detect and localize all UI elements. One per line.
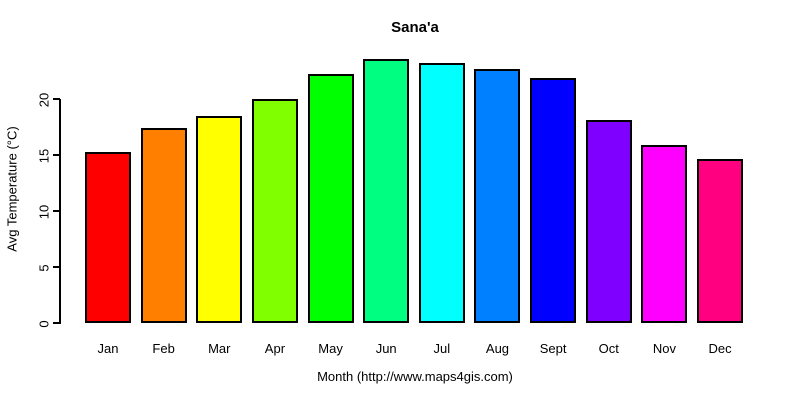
x-tick-label-nov: Nov: [652, 341, 676, 356]
y-tick: [53, 322, 60, 324]
bar-dec: [697, 159, 744, 323]
bar-jun: [363, 58, 410, 323]
y-tick-label-text: 0: [36, 320, 52, 328]
y-axis-title-text: Avg Temperature (°C): [4, 126, 20, 252]
bar-mar: [196, 115, 243, 323]
chart-title: Sana'a: [391, 19, 439, 36]
x-tick-label-oct: Oct: [598, 341, 619, 356]
x-axis-title: Month (http://www.maps4gis.com): [317, 369, 513, 384]
y-tick: [53, 154, 60, 156]
bar-jan: [85, 151, 131, 323]
x-tick-label-jul: Jul: [433, 341, 451, 356]
y-tick-label-text: 10: [36, 204, 52, 220]
bar-oct: [585, 120, 632, 323]
x-tick-label-aug: Aug: [485, 341, 510, 356]
bar-sept: [530, 77, 577, 323]
y-tick: [53, 98, 60, 100]
x-tick-label-jan: Jan: [97, 341, 119, 356]
bar-may: [307, 74, 354, 323]
x-tick-label-mar: Mar: [208, 341, 231, 356]
y-tick-label-text: 5: [36, 264, 52, 272]
bar-nov: [641, 144, 688, 323]
x-tick-label-dec: Dec: [708, 341, 732, 356]
x-tick-label-sept: Sept: [539, 341, 567, 356]
y-axis-line: [59, 99, 61, 324]
y-tick-label-text: 20: [36, 92, 52, 108]
x-tick-label-apr: Apr: [264, 341, 286, 356]
bar-apr: [251, 99, 298, 323]
y-tick-label-text: 15: [36, 148, 52, 164]
x-tick-label-feb: Feb: [152, 341, 175, 356]
bar-jul: [418, 63, 465, 323]
bar-aug: [474, 68, 521, 323]
y-tick: [53, 266, 60, 268]
y-tick: [53, 210, 60, 212]
x-tick-label-jun: Jun: [375, 341, 397, 356]
bar-feb: [140, 128, 187, 323]
x-tick-label-may: May: [318, 341, 343, 356]
